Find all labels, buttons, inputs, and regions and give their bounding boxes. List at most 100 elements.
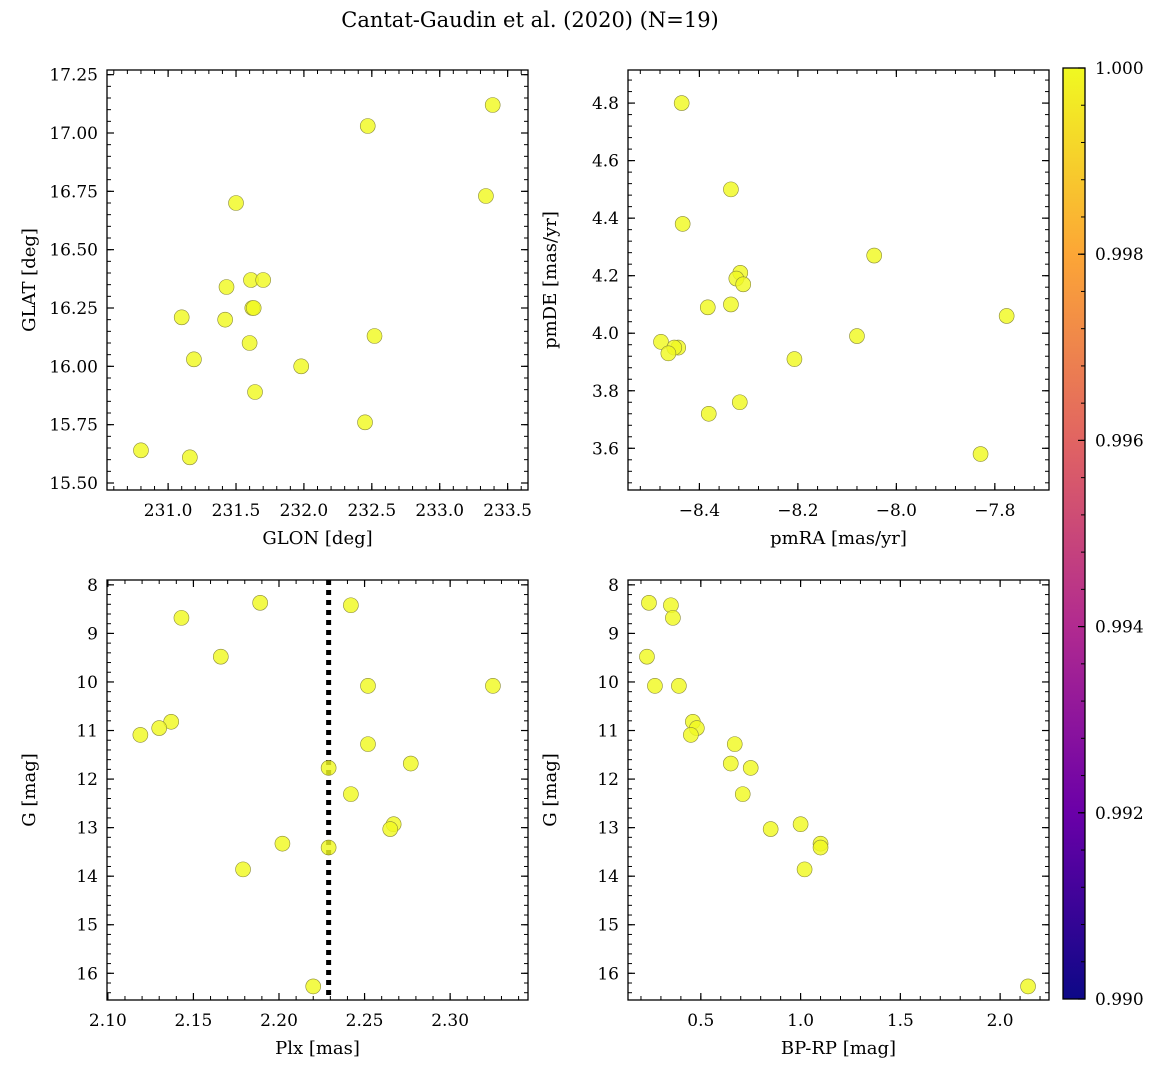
- panel-1: 231.0 231.5 232.0 232.5 233.0 233.5 15.50 15.75…: [19, 66, 532, 549]
- data-point: [812, 839, 829, 856]
- data-point: [173, 610, 190, 626]
- y-tick-label: 9: [87, 624, 98, 644]
- data-point: [734, 786, 751, 802]
- y-tick-label: 4.0: [592, 324, 619, 344]
- data-point: [247, 384, 263, 400]
- data-point: [700, 405, 717, 422]
- data-point: [731, 394, 748, 411]
- x-tick-label: −8.4: [679, 501, 720, 521]
- y-tick-label: 9: [608, 624, 619, 644]
- y-tick-label: 17.00: [49, 124, 98, 144]
- x-tick-label: 0.5: [687, 1011, 714, 1031]
- data-point: [182, 449, 198, 466]
- axes-frame: [627, 579, 1050, 1001]
- y-tick-label: 15: [76, 916, 98, 936]
- x-tick-label: 231.5: [212, 501, 261, 521]
- y-tick-label: 13: [597, 819, 619, 839]
- panel-3: 2.10 2.15 2.20 2.25 2.30 8 9 10 11 12 13 14 15 16 Plx …: [19, 576, 529, 1059]
- data-point: [726, 736, 743, 752]
- data-point: [366, 328, 383, 344]
- data-point: [699, 299, 716, 316]
- y-tick-label: 12: [76, 770, 98, 790]
- y-tick-label: 16: [76, 964, 98, 984]
- y-tick-label: 11: [597, 722, 619, 742]
- y-tick-label: 12: [597, 770, 619, 790]
- data-point: [235, 861, 251, 878]
- data-point: [305, 978, 322, 995]
- y-tick-label: 3.6: [592, 439, 619, 459]
- data-point: [849, 328, 865, 344]
- data-point: [133, 442, 149, 459]
- data-point: [151, 720, 167, 736]
- x-axis-label: BP-RP [mag]: [781, 1038, 896, 1059]
- x-tick-label: 233.5: [483, 501, 532, 521]
- y-axis-label: G [mag]: [540, 753, 561, 826]
- axes-frame: [106, 69, 529, 491]
- y-tick-label: 8: [87, 576, 98, 596]
- y-tick-label: 4.4: [592, 209, 619, 229]
- x-axis-label: pmRA [mas/yr]: [770, 528, 907, 549]
- panel-4: 0.5 1.0 1.5 2.0 8 9 10 11 12 13 14 15 16 BP-RP [mag] G…: [540, 576, 1050, 1059]
- data-point: [173, 309, 190, 326]
- data-point: [742, 760, 759, 776]
- y-axis-label: GLAT [deg]: [19, 228, 40, 332]
- data-point: [723, 296, 739, 313]
- data-point: [722, 755, 739, 772]
- y-tick-label: 17.25: [49, 66, 98, 86]
- data-point: [972, 446, 989, 462]
- y-tick-label: 11: [76, 722, 98, 742]
- y-tick-label: 16.25: [49, 299, 98, 319]
- y-tick-label: 4.8: [592, 94, 619, 114]
- y-tick-label: 4.6: [592, 152, 619, 172]
- data-point: [723, 181, 739, 198]
- x-tick-label: 2.20: [260, 1011, 298, 1031]
- data-point: [293, 358, 310, 375]
- x-tick-label: 2.15: [174, 1011, 212, 1031]
- colorbar-tick-label: 0.994: [1095, 618, 1144, 638]
- data-point: [252, 595, 268, 611]
- y-tick-label: 14: [597, 867, 619, 887]
- y-tick-label: 15.50: [49, 474, 98, 494]
- data-point: [217, 311, 233, 328]
- data-point: [762, 821, 779, 837]
- y-tick-label: 16: [597, 964, 619, 984]
- colorbar-tick-label: 0.992: [1095, 804, 1144, 824]
- colorbar: 0.990 0.992 0.994 0.996 0.998 1.000: [1062, 59, 1144, 1010]
- data-point: [683, 727, 699, 743]
- data-point: [671, 678, 687, 694]
- y-tick-label: 13: [76, 819, 98, 839]
- data-point: [343, 597, 359, 614]
- data-point: [132, 727, 149, 743]
- axes-frame: [106, 579, 529, 1001]
- data-point: [382, 821, 399, 837]
- data-point: [213, 648, 229, 665]
- colorbar-tick-label: 0.998: [1095, 245, 1144, 265]
- x-axis-label: Plx [mas]: [275, 1038, 360, 1059]
- data-point: [674, 216, 691, 232]
- data-point: [255, 272, 271, 288]
- figure-title: Cantat-Gaudin et al. (2020) (N=19): [341, 8, 719, 32]
- colorbar-gradient: [1062, 67, 1086, 1000]
- data-point: [359, 118, 376, 134]
- x-tick-label: 231.0: [144, 501, 193, 521]
- x-tick-label: 1.0: [787, 1011, 814, 1031]
- x-tick-label: −8.0: [876, 501, 917, 521]
- y-tick-label: 4.2: [592, 267, 619, 287]
- data-point: [673, 95, 690, 111]
- data-point: [639, 648, 655, 665]
- x-tick-label: 232.5: [347, 501, 396, 521]
- y-tick-label: 8: [608, 576, 619, 596]
- y-axis-label: G [mag]: [19, 753, 40, 826]
- data-point: [320, 839, 337, 856]
- y-tick-label: 15: [597, 916, 619, 936]
- data-point: [735, 276, 752, 293]
- data-point: [647, 678, 663, 694]
- data-point: [653, 334, 669, 350]
- data-point: [245, 300, 262, 316]
- data-point: [402, 755, 419, 772]
- x-tick-label: 2.0: [987, 1011, 1014, 1031]
- y-tick-label: 10: [597, 673, 619, 693]
- data-point: [665, 610, 681, 626]
- data-point: [274, 835, 291, 852]
- x-tick-label: 233.0: [415, 501, 464, 521]
